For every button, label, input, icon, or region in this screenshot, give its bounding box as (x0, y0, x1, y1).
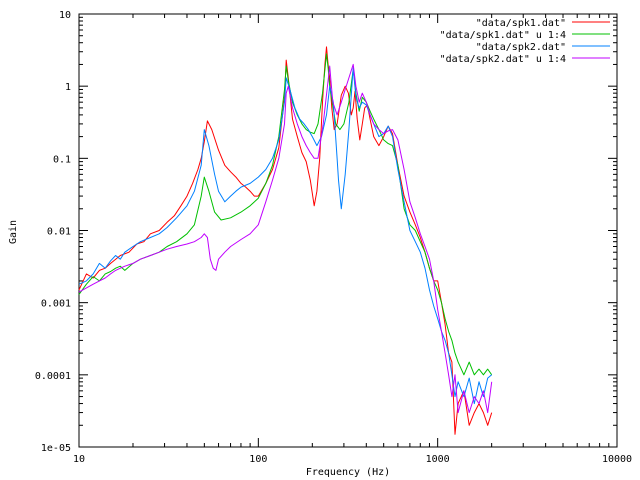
series-line (78, 53, 493, 376)
x-tick-label: 1000 (426, 454, 450, 465)
tick-labels: 10 100 1000 10000 10 1 0.1 0.01 0.001 0.0001 1e-05 (35, 10, 632, 465)
x-axis-label: Frequency (Hz) (306, 467, 390, 478)
x-tick-label: 100 (249, 454, 267, 465)
y-tick-label: 10 (59, 10, 71, 21)
legend-label: "data/spk2.dat" (476, 42, 566, 53)
series-lines (78, 46, 493, 435)
y-tick-label: 0.1 (53, 154, 71, 165)
y-tick-label: 1 (65, 82, 71, 93)
legend-label: "data/spk2.dat" u 1:4 (440, 54, 566, 65)
y-tick-label: 1e-05 (41, 443, 71, 454)
legend-label: "data/spk1.dat" u 1:4 (440, 30, 566, 41)
y-axis-label: Gain (8, 220, 19, 244)
y-tick-label: 0.01 (47, 227, 71, 238)
legend-label: "data/spk1.dat" (476, 18, 566, 29)
x-tick-label: 10000 (602, 454, 632, 465)
series-line (78, 67, 493, 405)
x-tick-label: 10 (73, 454, 85, 465)
ticks (78, 14, 617, 448)
series-line (78, 63, 493, 414)
legend: "data/spk1.dat""data/spk1.dat" u 1:4"dat… (440, 18, 610, 65)
y-tick-label: 0.0001 (35, 371, 71, 382)
y-tick-label: 0.001 (41, 299, 71, 310)
